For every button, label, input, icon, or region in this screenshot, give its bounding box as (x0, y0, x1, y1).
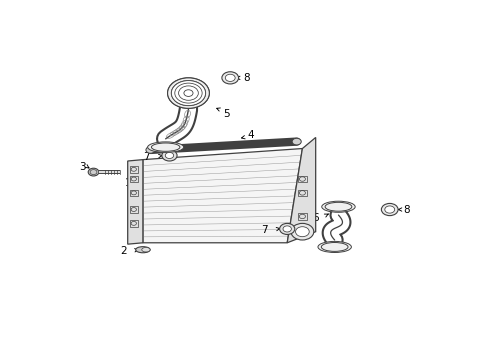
Circle shape (175, 83, 202, 103)
Circle shape (291, 223, 314, 240)
Polygon shape (128, 159, 143, 244)
Circle shape (175, 83, 202, 103)
Text: 6: 6 (312, 213, 319, 223)
Polygon shape (143, 149, 302, 243)
Bar (298, 227, 307, 234)
Ellipse shape (322, 201, 355, 212)
Bar (129, 190, 138, 196)
Ellipse shape (321, 243, 348, 251)
Ellipse shape (136, 247, 150, 253)
Circle shape (178, 86, 198, 100)
Bar (129, 220, 138, 227)
Circle shape (225, 74, 235, 81)
Text: 1: 1 (124, 178, 131, 188)
Text: 7: 7 (261, 225, 268, 235)
Text: 2: 2 (121, 246, 127, 256)
Ellipse shape (142, 247, 150, 252)
Bar (129, 176, 138, 183)
Circle shape (175, 83, 202, 103)
Bar (129, 166, 138, 173)
Circle shape (184, 90, 193, 96)
Circle shape (146, 147, 155, 153)
Text: 8: 8 (243, 73, 250, 83)
Circle shape (162, 150, 177, 161)
Circle shape (292, 138, 301, 145)
Ellipse shape (318, 242, 351, 252)
Circle shape (88, 168, 99, 176)
Text: 8: 8 (403, 204, 410, 215)
Circle shape (184, 90, 193, 96)
Circle shape (178, 86, 198, 100)
Polygon shape (287, 138, 316, 243)
Circle shape (280, 223, 295, 234)
Bar (298, 176, 307, 183)
Bar (298, 213, 307, 220)
Bar (298, 190, 307, 196)
Text: 4: 4 (248, 130, 254, 140)
Circle shape (172, 81, 206, 105)
Circle shape (165, 152, 173, 158)
Circle shape (172, 81, 206, 105)
Circle shape (385, 206, 394, 213)
Circle shape (295, 227, 309, 237)
Text: 7: 7 (144, 152, 150, 162)
Circle shape (175, 83, 202, 103)
Circle shape (168, 78, 209, 108)
Ellipse shape (325, 202, 352, 211)
Text: 5: 5 (223, 109, 230, 119)
Circle shape (172, 81, 206, 105)
Circle shape (178, 86, 198, 100)
Text: 3: 3 (79, 162, 85, 172)
Circle shape (183, 89, 194, 97)
Circle shape (172, 81, 206, 105)
Ellipse shape (151, 143, 180, 151)
Ellipse shape (147, 142, 184, 152)
Circle shape (283, 226, 292, 232)
Circle shape (381, 203, 398, 216)
Circle shape (168, 78, 209, 108)
Bar (129, 206, 138, 213)
Circle shape (222, 72, 239, 84)
